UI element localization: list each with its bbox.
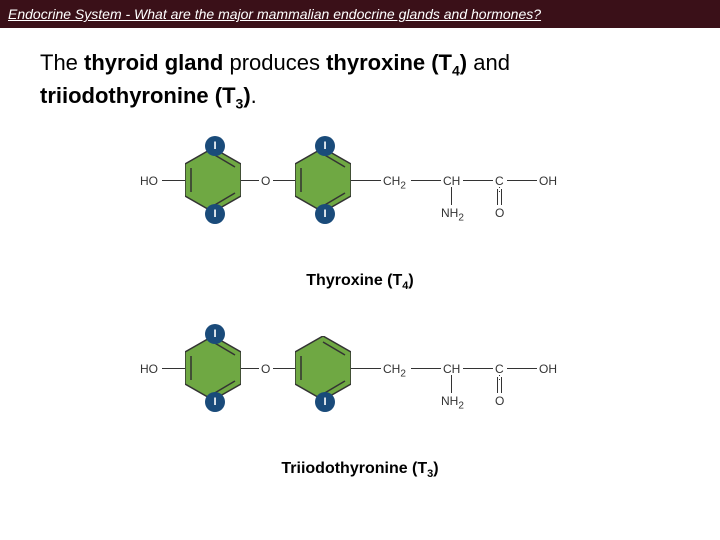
text-part: produces	[223, 50, 326, 75]
molecule-structure-t3: HOOCH2CHCOHNH2OIII	[90, 322, 630, 452]
molecule-structure-t4: HO O CH2 CH C OH NH2 O I I I I	[90, 134, 630, 264]
label-text: )	[408, 272, 413, 289]
atom-nh2: NH2	[441, 394, 464, 411]
bond	[241, 368, 259, 369]
main-statement: The thyroid gland produces thyroxine (T4…	[40, 48, 680, 114]
molecule-label-t3: Triiodothyronine (T3)	[90, 460, 630, 480]
atom-ch: CH	[443, 362, 460, 376]
benzene-ring	[185, 336, 241, 400]
bond	[463, 368, 493, 369]
bond	[162, 180, 185, 181]
bond	[351, 368, 381, 369]
text-bold-inner: triiodothyronine (T	[40, 83, 236, 108]
content-area: The thyroid gland produces thyroxine (T4…	[0, 28, 720, 500]
bond	[162, 368, 185, 369]
atom-nh2: NH2	[441, 206, 464, 223]
bond	[463, 180, 493, 181]
atom-ch2: CH2	[383, 362, 406, 379]
bond	[451, 375, 452, 393]
label-text: Triiodothyronine (T	[281, 460, 427, 477]
bond	[411, 368, 441, 369]
atom-ch: CH	[443, 174, 460, 188]
text-bold-inner: thyroxine (T	[326, 50, 452, 75]
label-text: Thyroxine (T	[306, 272, 402, 289]
header-text: Endocrine System - What are the major ma…	[8, 6, 541, 22]
text-bold-inner: )	[243, 83, 250, 108]
atom-oh: OH	[539, 174, 557, 188]
slide-header: Endocrine System - What are the major ma…	[0, 0, 720, 28]
bond	[273, 368, 295, 369]
atom-c: C	[495, 362, 504, 376]
atom-o2: O	[495, 394, 504, 408]
bond	[507, 180, 537, 181]
double-bond	[499, 189, 500, 205]
text-part: and	[467, 50, 510, 75]
atom-ho: HO	[140, 174, 158, 188]
subscript: 4	[452, 62, 460, 78]
molecule-label-t4: Thyroxine (T4)	[90, 272, 630, 292]
atom-c: C	[495, 174, 504, 188]
iodine-atom: I	[315, 392, 335, 412]
atom-o: O	[261, 362, 270, 376]
benzene-ring	[185, 148, 241, 212]
label-text: )	[433, 460, 438, 477]
diagram-container: HOOCH2CHCOHNH2OIIII Thyroxine (T4) HOOCH…	[40, 134, 680, 480]
iodine-atom: I	[205, 136, 225, 156]
bond	[241, 180, 259, 181]
atom-oh: OH	[539, 362, 557, 376]
bond	[351, 180, 381, 181]
atom-o2: O	[495, 206, 504, 220]
bond	[507, 368, 537, 369]
text-part: The	[40, 50, 84, 75]
text-part: .	[251, 83, 257, 108]
iodine-atom: I	[205, 204, 225, 224]
benzene-ring	[295, 148, 351, 212]
text-bold: thyroxine (T4)	[326, 50, 467, 75]
text-bold: triiodothyronine (T3)	[40, 83, 251, 108]
bond	[411, 180, 441, 181]
double-bond	[499, 377, 500, 393]
text-bold: thyroid gland	[84, 50, 223, 75]
bond	[451, 187, 452, 205]
molecule-t4: HO O CH2 CH C OH NH2 O I I I I Thyroxine (T4)	[90, 134, 630, 292]
iodine-atom: I	[315, 204, 335, 224]
atom-ho: HO	[140, 362, 158, 376]
benzene-ring	[295, 336, 351, 400]
atom-ch2: CH2	[383, 174, 406, 191]
molecule-t3: HOOCH2CHCOHNH2OIII Triiodothyronine (T3)	[90, 322, 630, 480]
iodine-atom: I	[315, 136, 335, 156]
iodine-atom: I	[205, 392, 225, 412]
atom-o: O	[261, 174, 270, 188]
bond	[273, 180, 295, 181]
